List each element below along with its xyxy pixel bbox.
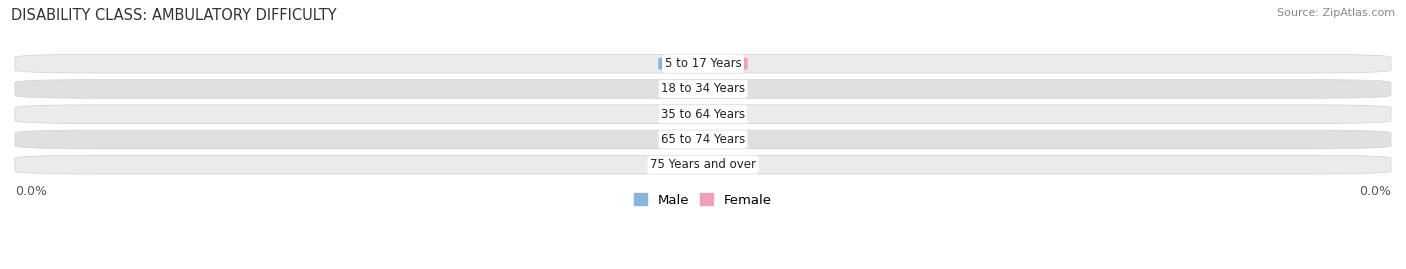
Text: 65 to 74 Years: 65 to 74 Years bbox=[661, 133, 745, 146]
FancyBboxPatch shape bbox=[700, 132, 751, 147]
Text: 75 Years and over: 75 Years and over bbox=[650, 158, 756, 171]
Text: 35 to 64 Years: 35 to 64 Years bbox=[661, 108, 745, 121]
FancyBboxPatch shape bbox=[655, 132, 706, 147]
Text: 0.0%: 0.0% bbox=[666, 109, 695, 119]
Legend: Male, Female: Male, Female bbox=[628, 188, 778, 212]
FancyBboxPatch shape bbox=[15, 54, 1391, 73]
Text: 0.0%: 0.0% bbox=[666, 59, 695, 69]
Text: Source: ZipAtlas.com: Source: ZipAtlas.com bbox=[1277, 8, 1395, 18]
Text: 0.0%: 0.0% bbox=[711, 59, 740, 69]
FancyBboxPatch shape bbox=[15, 155, 1391, 174]
FancyBboxPatch shape bbox=[15, 130, 1391, 149]
Text: 0.0%: 0.0% bbox=[15, 185, 46, 198]
FancyBboxPatch shape bbox=[700, 56, 751, 71]
Text: 18 to 34 Years: 18 to 34 Years bbox=[661, 82, 745, 95]
FancyBboxPatch shape bbox=[655, 56, 706, 71]
Text: DISABILITY CLASS: AMBULATORY DIFFICULTY: DISABILITY CLASS: AMBULATORY DIFFICULTY bbox=[11, 8, 337, 23]
Text: 0.0%: 0.0% bbox=[666, 134, 695, 144]
Text: 0.0%: 0.0% bbox=[711, 134, 740, 144]
Text: 0.0%: 0.0% bbox=[666, 160, 695, 170]
Text: 0.0%: 0.0% bbox=[666, 84, 695, 94]
FancyBboxPatch shape bbox=[655, 107, 706, 121]
Text: 0.0%: 0.0% bbox=[1360, 185, 1391, 198]
FancyBboxPatch shape bbox=[700, 158, 751, 172]
FancyBboxPatch shape bbox=[655, 158, 706, 172]
Text: 0.0%: 0.0% bbox=[711, 109, 740, 119]
FancyBboxPatch shape bbox=[655, 82, 706, 96]
Text: 5 to 17 Years: 5 to 17 Years bbox=[665, 57, 741, 70]
FancyBboxPatch shape bbox=[700, 107, 751, 121]
FancyBboxPatch shape bbox=[15, 105, 1391, 123]
Text: 0.0%: 0.0% bbox=[711, 84, 740, 94]
FancyBboxPatch shape bbox=[700, 82, 751, 96]
Text: 0.0%: 0.0% bbox=[711, 160, 740, 170]
FancyBboxPatch shape bbox=[15, 80, 1391, 98]
